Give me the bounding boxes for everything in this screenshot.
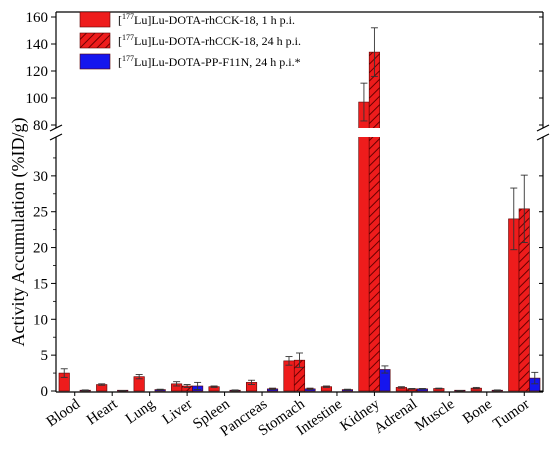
legend-label-s1: [177Lu]Lu-DOTA-rhCCK-18, 1 h p.i. [118, 12, 295, 27]
break-mark-top-left [49, 124, 63, 132]
legend-swatch-s3 [79, 53, 111, 70]
axis-break-gap [48, 128, 545, 137]
x-tick-label-liver: Liver [160, 396, 196, 428]
bar-kidney-s1 [358, 101, 370, 392]
break-mark-bottom-left [49, 133, 63, 141]
y-tick-label-30: 30 [33, 169, 48, 185]
y-axis-label: Activity Accumulation (%ID/g) [8, 118, 29, 347]
x-tick-label-blood: Blood [44, 396, 84, 430]
y-tick-label-10: 10 [33, 312, 48, 328]
y-tick-label-5: 5 [41, 348, 49, 364]
y-tick-label-20: 20 [33, 241, 48, 257]
bar-kidney-s2 [368, 51, 380, 392]
y-tick-label-100: 100 [26, 91, 49, 107]
y-tick-label-25: 25 [33, 205, 48, 221]
chart-legend: [177Lu]Lu-DOTA-rhCCK-18, 1 h p.i. [177Lu]… [79, 11, 301, 70]
break-mark-bottom-right [536, 133, 550, 141]
legend-swatch-s1 [79, 11, 111, 28]
x-tick-label-tumor: Tumor [490, 396, 532, 432]
y-tick-label-80: 80 [33, 118, 48, 134]
legend-swatch-s2 [79, 32, 111, 49]
y-tick-label-120: 120 [26, 64, 49, 80]
legend-label-s3: [177Lu]Lu-DOTA-PP-F11N, 24 h p.i.* [118, 54, 301, 69]
legend-label-s2: [177Lu]Lu-DOTA-rhCCK-18, 24 h p.i. [118, 33, 301, 48]
x-tick-label-bone: Bone [460, 396, 495, 427]
x-tick-label-heart: Heart [84, 396, 121, 429]
x-tick-label-lung: Lung [123, 396, 159, 428]
x-tick-label-adrenal: Adrenal [371, 396, 420, 437]
y-tick-label-160: 160 [26, 10, 49, 26]
x-tick-label-muscle: Muscle [412, 396, 458, 435]
y-tick-label-0: 0 [41, 384, 49, 400]
y-tick-label-15: 15 [33, 276, 48, 292]
chart-marks [58, 27, 541, 392]
y-tick-label-140: 140 [26, 37, 49, 53]
break-mark-top-right [536, 124, 550, 132]
